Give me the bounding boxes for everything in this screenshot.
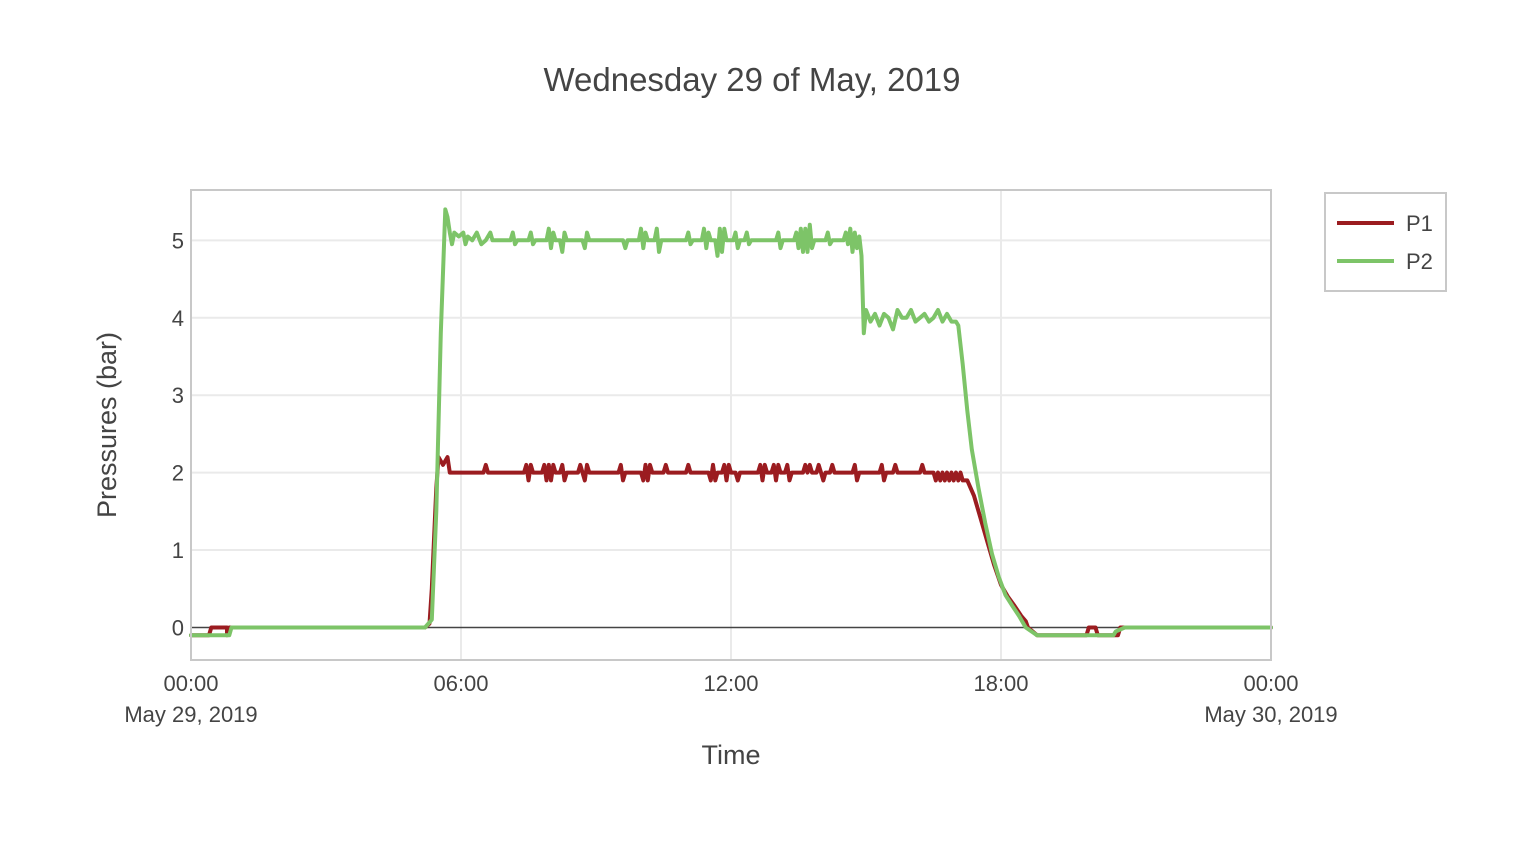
chart-title: Wednesday 29 of May, 2019 [543, 61, 960, 98]
x-tick-date-label: May 30, 2019 [1204, 702, 1337, 727]
y-tick-label: 5 [172, 228, 184, 253]
x-tick-label: 12:00 [703, 671, 758, 696]
y-tick-label: 2 [172, 461, 184, 486]
x-tick-label: 06:00 [433, 671, 488, 696]
y-tick-label: 3 [172, 383, 184, 408]
x-tick-label: 00:00 [1243, 671, 1298, 696]
series-line-p1[interactable] [189, 455, 1273, 638]
x-tick-label: 00:00 [163, 671, 218, 696]
legend-box [1324, 192, 1447, 292]
y-axis-label: Pressures (bar) [92, 332, 122, 518]
y-axis-ticks: 0 1 2 3 4 5 [172, 228, 184, 640]
y-tick-label: 1 [172, 538, 184, 563]
x-tick-date-label: May 29, 2019 [124, 702, 257, 727]
legend-label-p1[interactable]: P1 [1406, 211, 1433, 236]
series-line-p2[interactable] [189, 207, 1273, 638]
y-tick-label: 4 [172, 306, 184, 331]
legend: P1 P2 [1324, 192, 1447, 292]
grid [191, 190, 1271, 660]
plot-frame [190, 189, 1272, 661]
series-layer [189, 207, 1273, 638]
x-axis-label: Time [702, 740, 761, 770]
x-axis-ticks: 00:00 May 29, 2019 06:00 12:00 18:00 00:00 May… [124, 671, 1337, 727]
y-tick-label: 0 [172, 615, 184, 640]
legend-label-p2[interactable]: P2 [1406, 249, 1433, 274]
x-tick-label: 18:00 [973, 671, 1028, 696]
